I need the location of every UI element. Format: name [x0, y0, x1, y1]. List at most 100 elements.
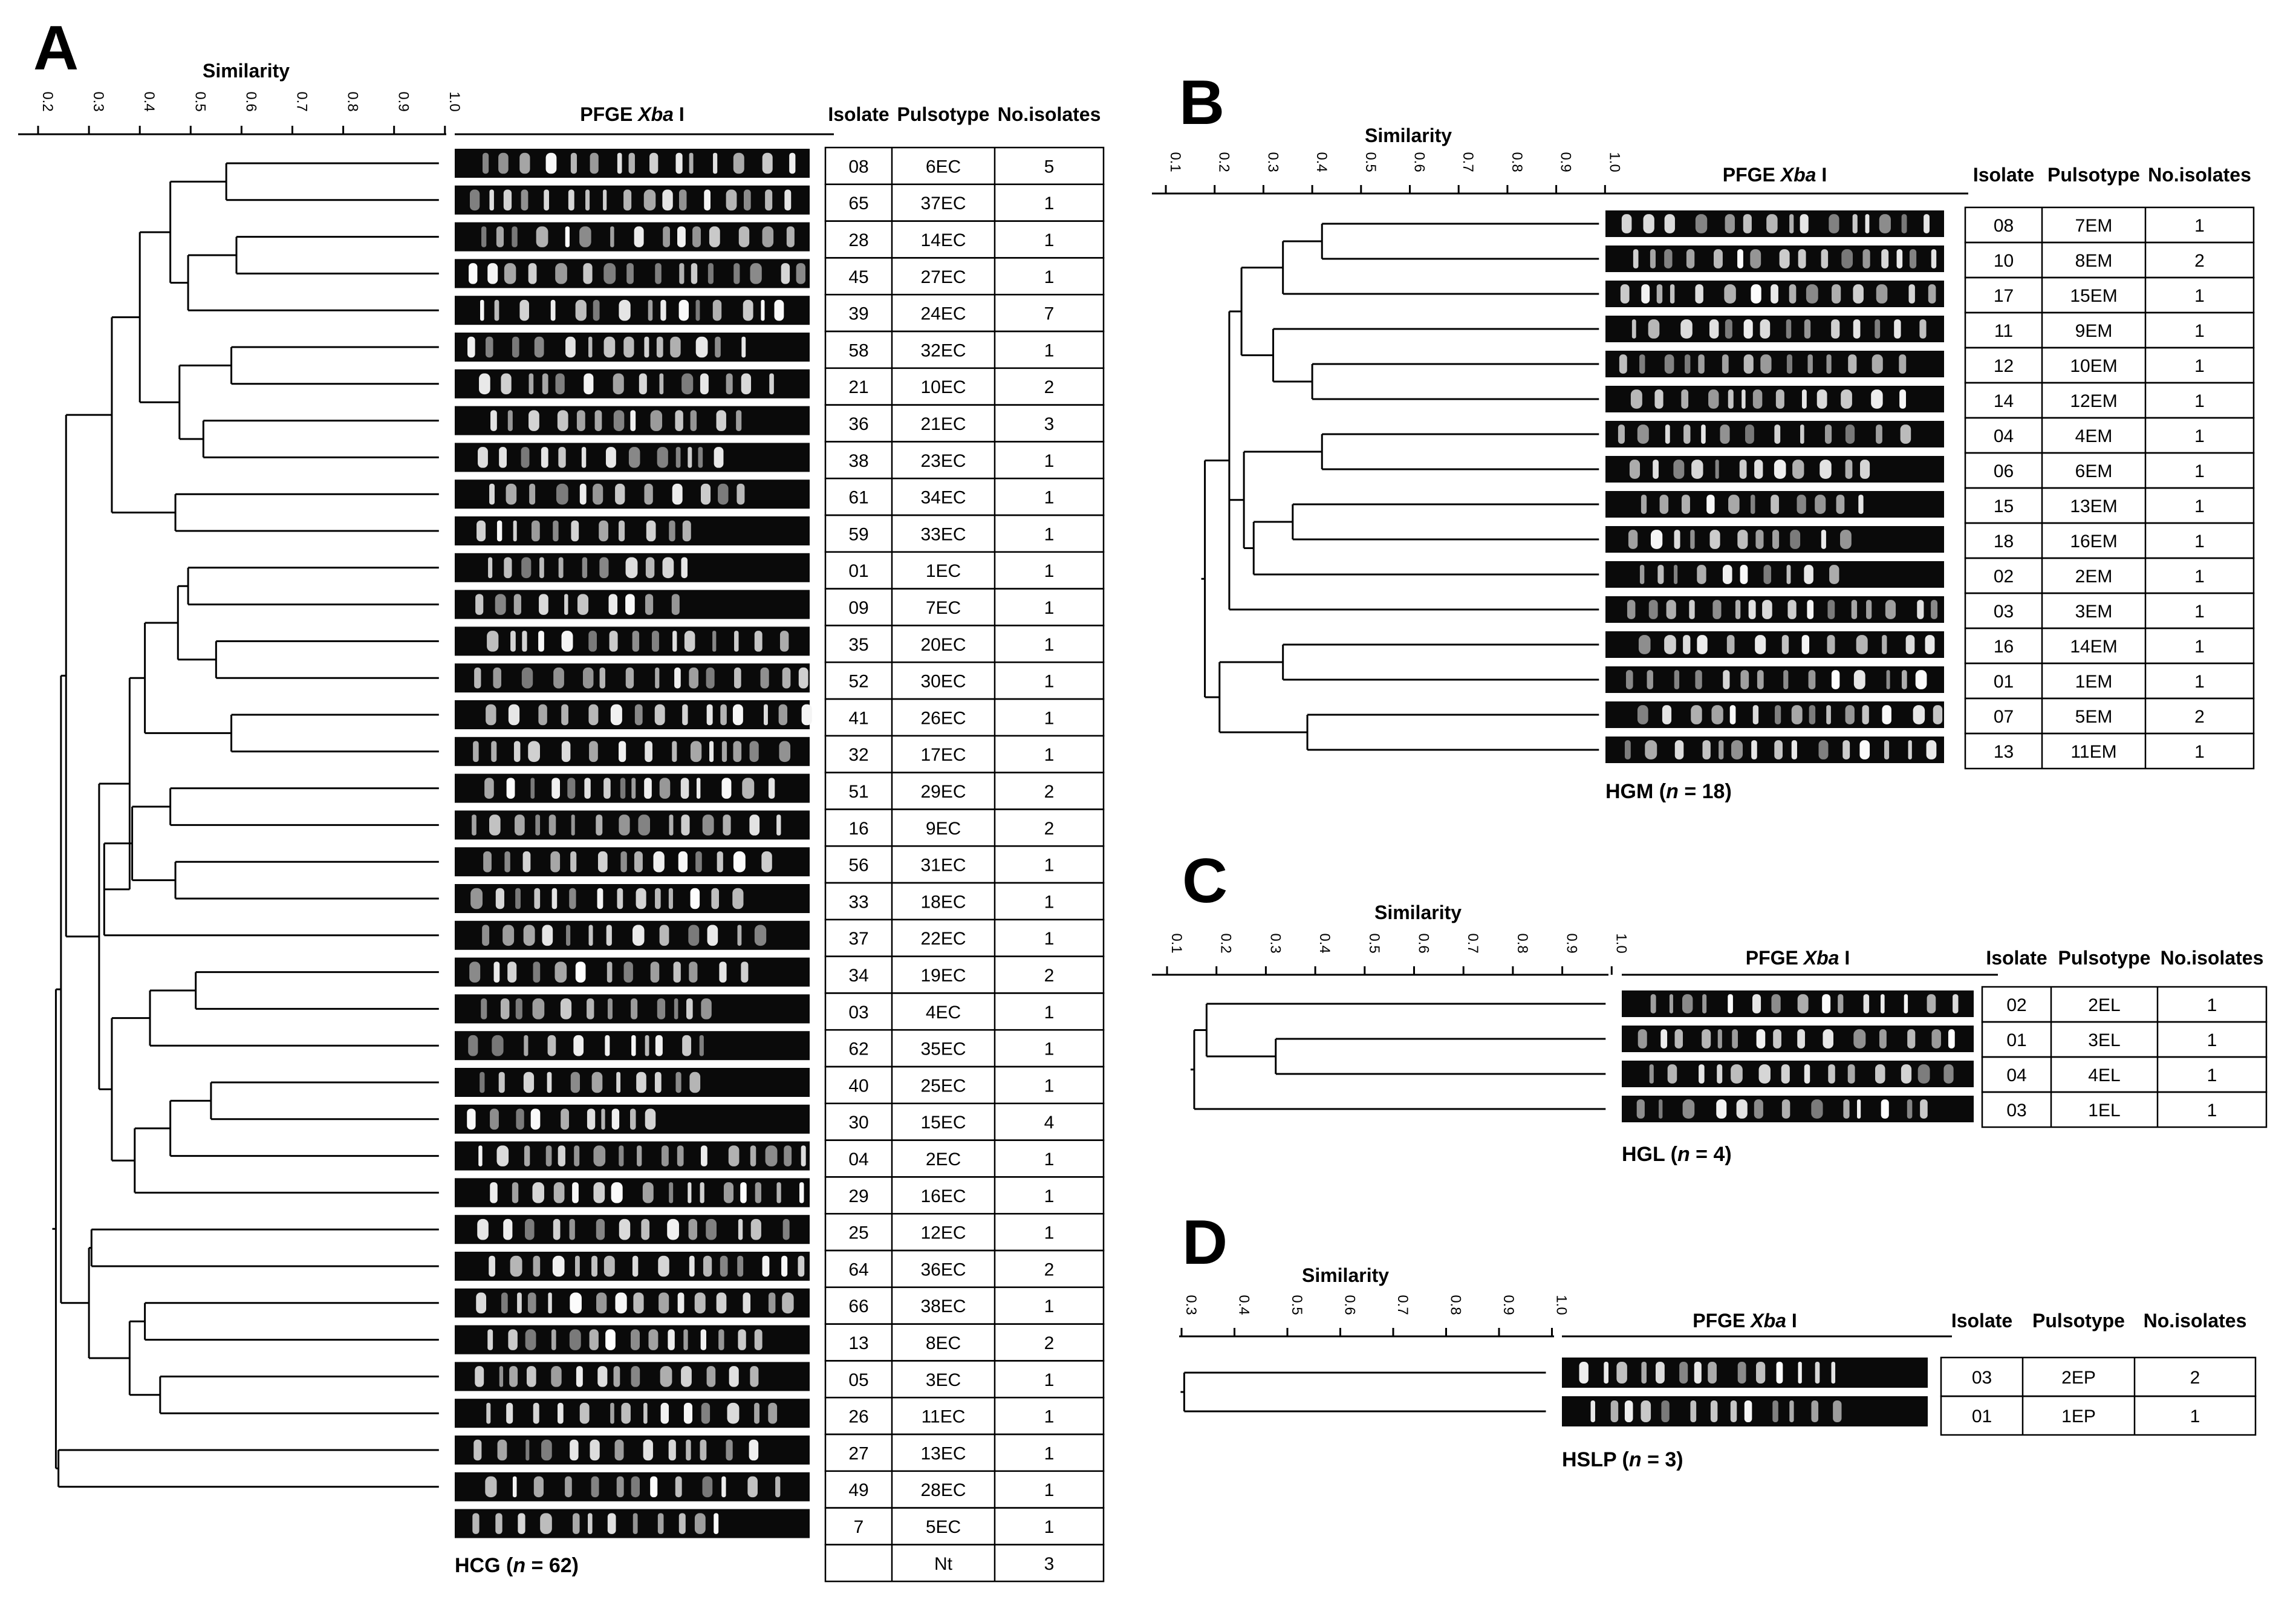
gel-band [683, 1329, 688, 1350]
caption-value: = 62) [525, 1554, 579, 1577]
gel-band [506, 1402, 513, 1424]
table-row: 02 2EM 1 [1964, 557, 2255, 594]
gel-band [762, 152, 773, 174]
gel-band [629, 1108, 636, 1130]
gel-band [741, 961, 749, 983]
gel-band [576, 410, 585, 431]
gel-band [1659, 495, 1669, 514]
gel-band [486, 1402, 491, 1424]
pulsotype-cell: 33EC [920, 524, 966, 544]
gel-band [786, 226, 795, 247]
pulsotype-cell: 27EC [920, 267, 966, 287]
gel-band [593, 1145, 606, 1166]
gel-band [494, 299, 499, 321]
count-cell: 1 [1044, 708, 1055, 728]
gel-band [631, 778, 636, 799]
table-header-pulsotype: Pulsotype [897, 103, 990, 125]
axis-tick-label: 0.5 [1366, 933, 1382, 953]
gel-band [736, 410, 742, 431]
gel-band [581, 447, 587, 468]
gel-band [1776, 1362, 1783, 1384]
gel-band [619, 520, 625, 542]
pulsotype-cell: 28EC [920, 1480, 966, 1500]
table-row: 36 21EC 3 [824, 404, 1105, 443]
isolate-cell: 01 [2006, 1030, 2026, 1050]
gel-band [711, 888, 719, 909]
table-row: 37 22EC 1 [824, 919, 1105, 957]
gel-lane [455, 847, 810, 877]
gel-band [669, 815, 674, 836]
gel-band [484, 778, 494, 799]
pulsotype-cell: 38EC [920, 1296, 966, 1316]
gel-band [782, 1218, 790, 1240]
gel-band [723, 815, 731, 836]
gel-band [1824, 424, 1832, 444]
gel-band [698, 447, 703, 468]
gel-band [541, 447, 548, 468]
gel-band [470, 888, 483, 909]
gel-band [548, 1292, 552, 1314]
table-row: 03 3EM 1 [1964, 592, 2255, 629]
gel-band [1728, 495, 1740, 514]
gel-band [1728, 389, 1734, 409]
gel-band [495, 888, 504, 909]
gel-band [570, 152, 577, 174]
isolate-cell: 64 [848, 1260, 868, 1280]
gel-band [645, 741, 652, 763]
gel-band [606, 925, 612, 946]
table-row: 27 13EC 1 [824, 1433, 1105, 1472]
gel-band [1637, 424, 1649, 444]
gel-band [1686, 249, 1695, 268]
gel-band [1953, 994, 1959, 1013]
gel-band [585, 189, 590, 211]
gel-band [623, 189, 632, 211]
gel-lane [1622, 1061, 1974, 1087]
gel-band [1797, 495, 1806, 514]
gel-band [750, 1218, 761, 1240]
gel-band [1862, 249, 1870, 268]
gel-band [1791, 705, 1803, 724]
gel-band [1948, 1029, 1955, 1049]
gel-band [1766, 214, 1778, 233]
caption-n: n [1677, 1143, 1690, 1166]
gel-band [1791, 740, 1797, 759]
gel-band [542, 925, 553, 946]
count-cell: 3 [1044, 1554, 1055, 1574]
gel-band [1904, 994, 1908, 1013]
gel-band [524, 1035, 528, 1056]
gel-title-suffix: I [1839, 947, 1850, 969]
gel-band [507, 961, 517, 983]
gel-title: PFGE Xba I [1693, 1310, 1797, 1332]
axis-tick-label: 1.0 [446, 91, 463, 111]
gel-band [1653, 460, 1659, 479]
gel-band [1752, 389, 1763, 409]
gel-band [503, 1218, 513, 1240]
count-cell: 1 [2194, 496, 2205, 516]
gel-band [741, 336, 746, 358]
pulsotype-cell: 4EC [926, 1003, 961, 1023]
gel-band [1876, 424, 1882, 444]
gel-band [570, 1072, 581, 1093]
pulsotype-cell: 3EC [926, 1370, 961, 1390]
gel-band [765, 189, 773, 211]
gel-band [1875, 1064, 1885, 1084]
gel-band [620, 851, 627, 873]
gel-band [1650, 530, 1663, 549]
gel-band [639, 373, 647, 395]
gel-band [678, 299, 689, 321]
gel-band [1927, 994, 1936, 1013]
gel-band [634, 704, 643, 726]
pulsotype-cell: 8EC [926, 1333, 961, 1353]
gel-band [675, 152, 683, 174]
gel-band [1754, 1099, 1763, 1119]
gel-band [570, 1292, 582, 1314]
gel-band [743, 299, 753, 321]
gel-band [538, 704, 547, 726]
gel-band [737, 483, 745, 505]
gel-band [688, 925, 700, 946]
gel-band [726, 189, 737, 211]
gel-band [489, 189, 494, 211]
gel-band [522, 631, 527, 652]
gel-band [1756, 1362, 1766, 1384]
gel-band [661, 1145, 669, 1166]
